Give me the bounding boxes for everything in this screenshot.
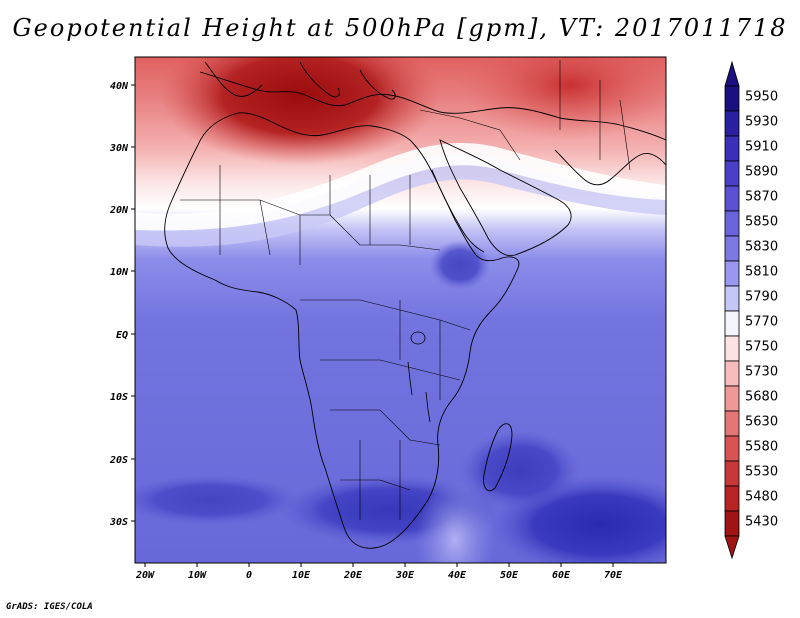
madagascar-coastline [483, 423, 513, 492]
colorbar-swatch [724, 360, 740, 387]
red-sea-coast [431, 169, 485, 253]
colorbar-swatch [724, 310, 740, 337]
grads-credit: GrADS: IGES/COLA [6, 602, 93, 612]
colorbar-swatch [724, 185, 740, 212]
border-2 [219, 165, 301, 265]
border-3 [329, 214, 441, 251]
colorbar-label: 5630 [745, 415, 778, 430]
colorbar-label: 5790 [745, 290, 778, 305]
country-borders [180, 60, 631, 520]
asia-coastline [554, 149, 666, 186]
lon-label-50e: 50E [500, 570, 519, 581]
colorbar-label: 5750 [745, 340, 778, 355]
lon-label-30e: 30E [395, 570, 415, 581]
mediterranean-low [160, 57, 440, 165]
colorbar-label: 5580 [745, 440, 778, 455]
colorbar: 5950 5930 5910 5890 5870 5850 5830 5810 5790 5770… [724, 60, 778, 560]
colorbar-label: 5770 [745, 315, 778, 330]
colorbar-label: 5830 [745, 240, 778, 255]
chart-title: Geopotential Height at 500hPa [gpm], VT:… [12, 14, 788, 42]
asia-low [460, 57, 666, 140]
colorbar-label: 5850 [745, 215, 778, 230]
border-7 [330, 409, 441, 446]
lon-label-0: 0 [246, 570, 252, 581]
lake-victoria [410, 331, 426, 345]
colorbar-swatch [724, 160, 740, 187]
colorbar-label: 5680 [745, 390, 778, 405]
lat-label-eq: EQ [116, 330, 128, 341]
border-11 [419, 109, 521, 161]
colorbar-swatch [724, 460, 740, 487]
colorbar-swatch [724, 210, 740, 237]
colorbar-label: 5950 [745, 90, 778, 105]
colorbar-swatch [724, 260, 740, 287]
lat-label-30n: 30N [109, 143, 129, 154]
lon-label-10e: 10E [292, 570, 311, 581]
lakes [407, 331, 431, 423]
italy-coastline [299, 61, 341, 98]
lon-label-20e: 20E [343, 570, 363, 581]
colorbar-bottom-arrow [724, 535, 740, 560]
lat-axis: 40N 30N 20N 10N EQ 10S 20S 30S [109, 81, 135, 528]
colorbar-label: 5890 [745, 165, 778, 180]
lake-malawi [425, 391, 431, 423]
iberia-coastline [204, 61, 263, 97]
colorbar-swatch [724, 385, 740, 412]
mozambique-trough [415, 480, 495, 563]
colorbar-swatch [724, 435, 740, 462]
colorbar-label: 5480 [745, 490, 778, 505]
africa-coastline [164, 112, 520, 549]
colorbar-swatch [724, 485, 740, 512]
colorbar-top-arrow [724, 60, 740, 87]
colorbar-swatch [724, 85, 740, 112]
colorbar-label: 5810 [745, 265, 778, 280]
ethiopia-high [430, 240, 490, 290]
lat-label-10s: 10S [110, 392, 128, 403]
colorbar-label: 5530 [745, 465, 778, 480]
arabia-coastline [439, 139, 572, 257]
colorbar-swatch [724, 410, 740, 437]
colorbar-label: 5870 [745, 190, 778, 205]
colorbar-swatch [724, 335, 740, 362]
lake-tanganyika [407, 361, 413, 396]
north-coastline [199, 71, 666, 141]
lon-label-60e: 60E [552, 570, 571, 581]
greece-coastline [359, 69, 396, 100]
border-10 [559, 60, 631, 171]
lon-label-40e: 40E [448, 570, 467, 581]
ridge-band-white [135, 143, 666, 231]
colorbar-label: 5910 [745, 140, 778, 155]
lon-label-10w: 10W [188, 570, 207, 581]
border-9 [399, 300, 441, 400]
south-atlantic-high [135, 475, 300, 525]
coastlines [164, 61, 666, 549]
lat-label-10n: 10N [110, 267, 129, 278]
lon-axis: 20W 10W 0 10E 20E 30E 40E 50E 60E 70E [135, 563, 623, 581]
lon-label-70e: 70E [604, 570, 623, 581]
lat-label-30s: 30S [109, 517, 128, 528]
colorbar-swatch [724, 510, 740, 537]
border-4 [369, 175, 411, 245]
colorbar-label: 5930 [745, 115, 778, 130]
border-8 [340, 440, 411, 520]
colorbar-swatch [724, 110, 740, 137]
lat-label-40n: 40N [110, 81, 129, 92]
geopotential-field [135, 57, 666, 563]
colorbar-swatch [724, 285, 740, 312]
lat-label-20s: 20S [109, 455, 128, 466]
lon-label-20w: 20W [135, 570, 155, 581]
colorbar-label: 5430 [745, 515, 778, 530]
colorbar-swatch [724, 235, 740, 262]
lat-label-20n: 20N [109, 205, 129, 216]
colorbar-swatch [724, 135, 740, 162]
plot-frame [134, 56, 667, 564]
colorbar-label: 5730 [745, 365, 778, 380]
